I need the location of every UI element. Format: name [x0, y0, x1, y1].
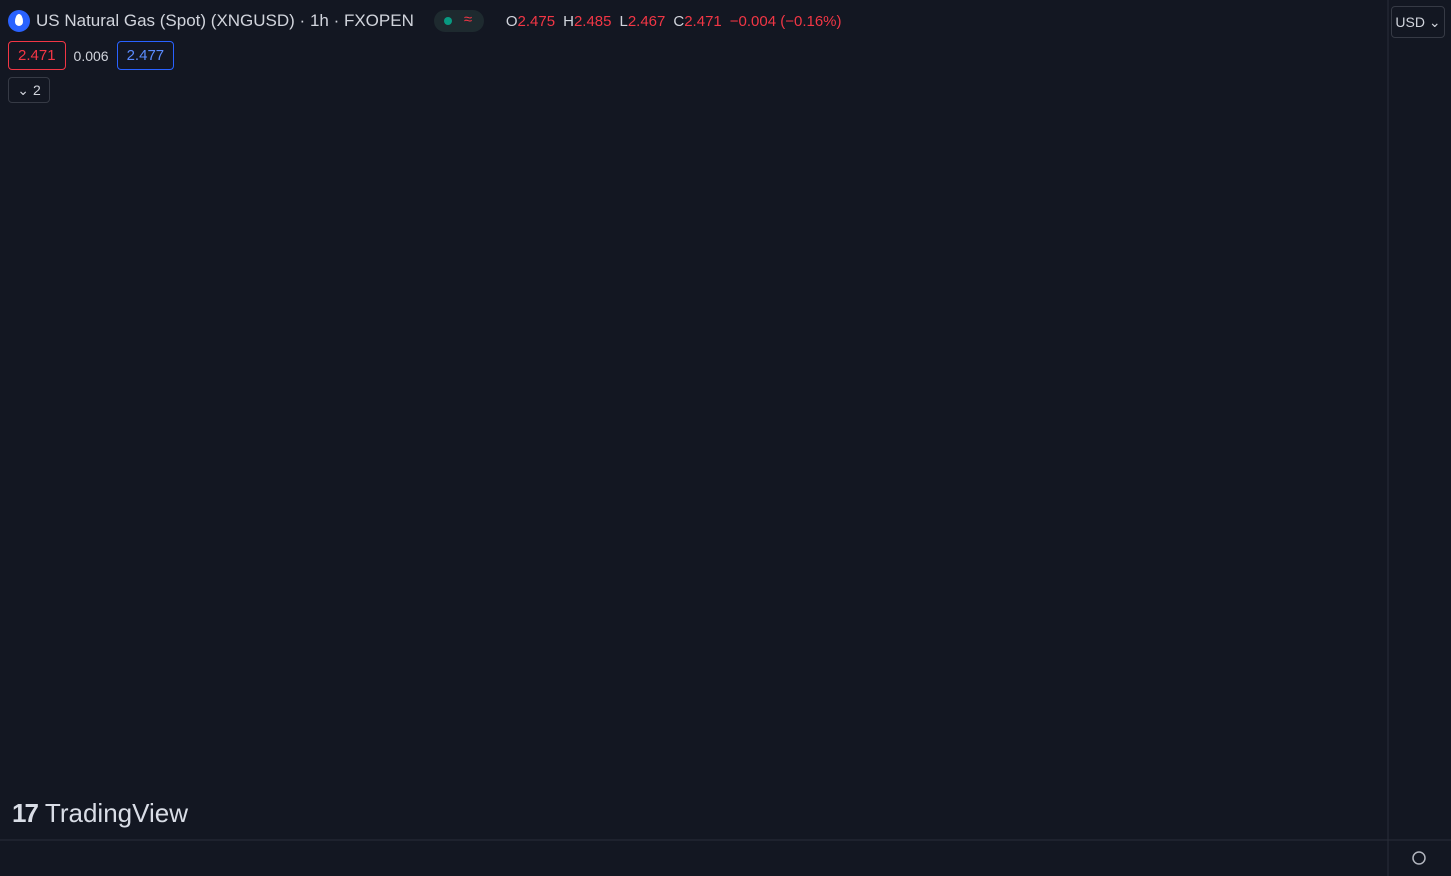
settings-icon[interactable] — [1412, 851, 1426, 865]
market-status[interactable] — [433, 10, 484, 32]
trade-buttons: 2.471 0.006 2.477 — [8, 41, 175, 70]
symbol-title: US Natural Gas (Spot) (XNGUSD) · 1h · FX… — [36, 11, 414, 30]
ohlc-item: H2.485 — [563, 13, 611, 30]
spread: 0.006 — [73, 47, 109, 64]
legend-header: US Natural Gas (Spot) (XNGUSD) · 1h · FX… — [8, 8, 842, 34]
currency: USD — [1395, 14, 1425, 30]
symbol-icon — [8, 10, 30, 32]
sell-price[interactable]: 2.471 — [8, 41, 66, 70]
ohlc-value: 2.475 — [517, 12, 556, 30]
indicators-toggle[interactable]: ⌄ 2 — [8, 77, 50, 103]
ohlc-key: O — [505, 12, 518, 30]
ohlc-item: C2.471 — [673, 13, 721, 30]
ohlc-item: O2.475 — [506, 13, 555, 30]
ohlc-key: L — [619, 12, 628, 30]
logo-text: TradingView — [44, 798, 188, 828]
ohlc-values: O2.475 H2.485 L2.467 C2.471 — [506, 13, 722, 30]
chevron: ⌄ — [17, 81, 29, 98]
currency-selector[interactable]: USD ⌄ — [1391, 6, 1445, 38]
buy-price[interactable]: 2.477 — [116, 41, 175, 70]
ohlc-item: L2.467 — [619, 13, 665, 30]
ohlc-key: C — [673, 12, 685, 30]
logo-mark: 17 — [12, 798, 39, 828]
ohlc-key: H — [563, 12, 574, 30]
price-change: −0.004 (−0.16%) — [729, 12, 842, 30]
logo: 17 TradingView — [12, 798, 188, 829]
ohlc-value: 2.467 — [627, 12, 666, 30]
indicator-count: 2 — [32, 82, 41, 98]
ohlc-value: 2.471 — [684, 12, 722, 30]
ohlc-value: 2.485 — [573, 12, 612, 30]
